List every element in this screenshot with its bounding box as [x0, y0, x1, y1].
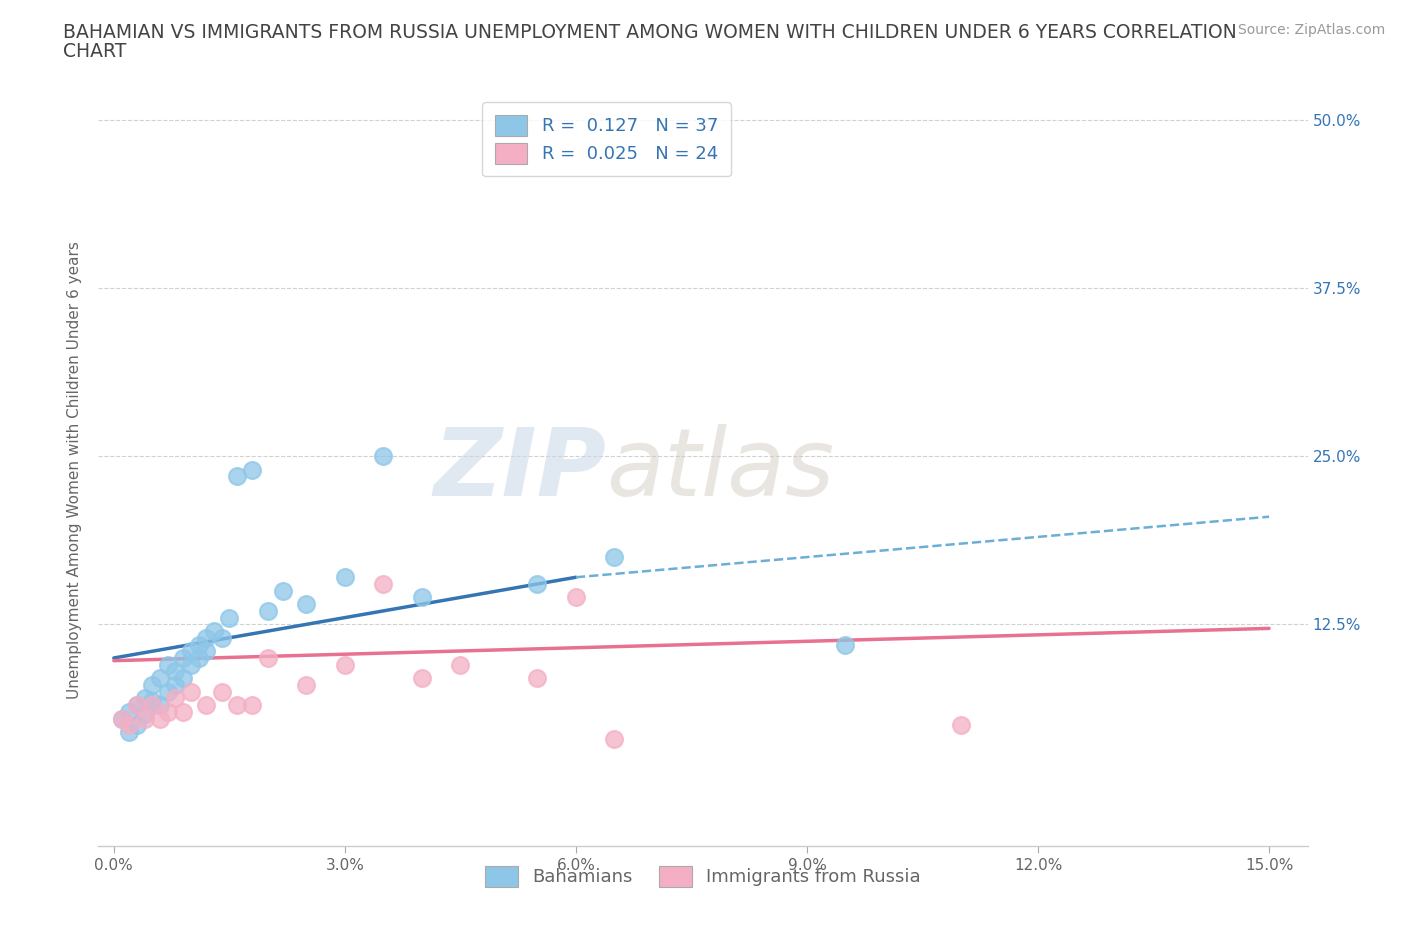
Point — [110, 711, 132, 726]
Point — [526, 577, 548, 591]
Point — [373, 449, 395, 464]
Point — [218, 610, 240, 625]
Point — [211, 684, 233, 699]
Point — [411, 590, 433, 604]
Point — [449, 658, 471, 672]
Point — [172, 704, 194, 719]
Point — [211, 631, 233, 645]
Point — [149, 698, 172, 712]
Point — [295, 597, 318, 612]
Point — [257, 651, 280, 666]
Point — [141, 694, 163, 709]
Point — [118, 724, 141, 739]
Point — [565, 590, 588, 604]
Text: Source: ZipAtlas.com: Source: ZipAtlas.com — [1237, 23, 1385, 37]
Text: CHART: CHART — [63, 42, 127, 60]
Point — [187, 637, 209, 652]
Point — [156, 658, 179, 672]
Point — [195, 644, 218, 658]
Point — [180, 644, 202, 658]
Point — [141, 698, 163, 712]
Point — [110, 711, 132, 726]
Point — [149, 711, 172, 726]
Point — [180, 684, 202, 699]
Point — [141, 677, 163, 692]
Point — [134, 711, 156, 726]
Point — [172, 651, 194, 666]
Point — [180, 658, 202, 672]
Point — [226, 469, 249, 484]
Point — [172, 671, 194, 685]
Point — [333, 570, 356, 585]
Text: ZIP: ZIP — [433, 424, 606, 515]
Y-axis label: Unemployment Among Women with Children Under 6 years: Unemployment Among Women with Children U… — [67, 241, 83, 698]
Point — [226, 698, 249, 712]
Point — [950, 718, 973, 733]
Point — [333, 658, 356, 672]
Point — [603, 550, 626, 565]
Point — [134, 691, 156, 706]
Point — [125, 698, 148, 712]
Point — [242, 462, 264, 477]
Point — [125, 698, 148, 712]
Point — [202, 624, 225, 639]
Point — [118, 718, 141, 733]
Point — [257, 604, 280, 618]
Point — [156, 704, 179, 719]
Point — [195, 698, 218, 712]
Point — [165, 677, 187, 692]
Point — [526, 671, 548, 685]
Point — [271, 583, 294, 598]
Point — [118, 704, 141, 719]
Legend: Bahamians, Immigrants from Russia: Bahamians, Immigrants from Russia — [478, 858, 928, 894]
Point — [134, 707, 156, 722]
Point — [125, 718, 148, 733]
Point — [295, 677, 318, 692]
Text: BAHAMIAN VS IMMIGRANTS FROM RUSSIA UNEMPLOYMENT AMONG WOMEN WITH CHILDREN UNDER : BAHAMIAN VS IMMIGRANTS FROM RUSSIA UNEMP… — [63, 23, 1237, 42]
Point — [373, 577, 395, 591]
Point — [149, 671, 172, 685]
Point — [242, 698, 264, 712]
Point — [411, 671, 433, 685]
Point — [195, 631, 218, 645]
Point — [165, 691, 187, 706]
Point — [187, 651, 209, 666]
Point — [603, 731, 626, 746]
Text: atlas: atlas — [606, 424, 835, 515]
Point — [165, 664, 187, 679]
Point — [834, 637, 856, 652]
Point — [156, 684, 179, 699]
